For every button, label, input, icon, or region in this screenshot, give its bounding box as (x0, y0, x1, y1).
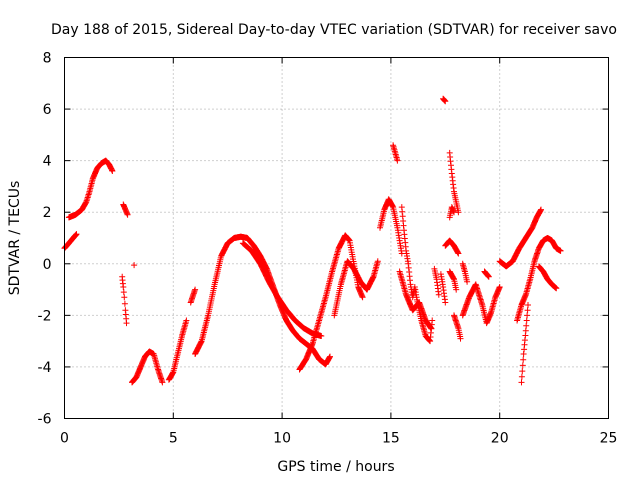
data-point (525, 302, 531, 308)
y-axis-label: SDTVAR / TECUs (7, 181, 23, 296)
data-point (464, 278, 471, 285)
y-tick-label: -4 (38, 360, 52, 376)
data-point (455, 250, 462, 257)
data-point (524, 312, 531, 319)
data-point (485, 273, 492, 280)
data-point (557, 247, 564, 254)
data-point (73, 231, 80, 238)
x-tick-label: 10 (273, 431, 291, 447)
data-point (394, 157, 401, 164)
plot-frame (64, 57, 609, 419)
data-point (435, 291, 442, 298)
data-point (120, 284, 127, 290)
data-point (159, 379, 166, 386)
data-points (61, 95, 564, 386)
data-point (538, 206, 544, 213)
data-point (453, 286, 460, 293)
data-point (109, 168, 116, 174)
data-point (523, 322, 530, 329)
y-tick-label: 2 (43, 205, 52, 221)
data-point (318, 333, 325, 339)
x-tick-label: 5 (169, 431, 178, 447)
data-point (429, 317, 436, 324)
data-point (524, 307, 531, 314)
data-point (374, 258, 381, 265)
data-point (442, 98, 449, 105)
x-axis-label: GPS time / hours (277, 459, 394, 475)
data-point (428, 325, 435, 332)
data-point (518, 373, 525, 380)
data-point (523, 317, 530, 324)
axes: 0 5 10 15 20 25 -6 -4 -2 0 2 4 6 8 (38, 51, 618, 447)
data-point (519, 362, 526, 369)
y-tick-label: 6 (43, 102, 52, 118)
y-tick-label: -2 (38, 308, 52, 324)
data-point (519, 368, 526, 375)
y-tick-label: 8 (43, 51, 52, 67)
data-point (124, 211, 131, 218)
y-tick-label: 0 (43, 257, 52, 273)
data-point (518, 379, 525, 386)
data-point (123, 320, 130, 327)
data-point (327, 353, 333, 360)
data-point (457, 335, 464, 342)
data-point (121, 300, 128, 307)
data-point (183, 317, 190, 324)
x-tick-label: 25 (600, 431, 618, 447)
data-point (442, 299, 449, 306)
data-point (359, 294, 366, 301)
chart-title: Day 188 of 2015, Sidereal Day-to-day VTE… (51, 22, 617, 38)
data-point (131, 262, 138, 269)
data-point (496, 284, 503, 290)
data-point (120, 289, 127, 296)
data-point (553, 285, 560, 292)
data-point (121, 294, 128, 301)
data-point (451, 209, 457, 216)
y-tick-label: -6 (38, 412, 52, 428)
y-tick-label: 4 (43, 154, 52, 170)
x-tick-label: 0 (60, 431, 69, 447)
x-tick-label: 20 (491, 431, 509, 447)
x-tick-label: 15 (382, 431, 400, 447)
data-point (520, 356, 527, 363)
data-point (522, 327, 529, 334)
data-point (192, 286, 199, 293)
